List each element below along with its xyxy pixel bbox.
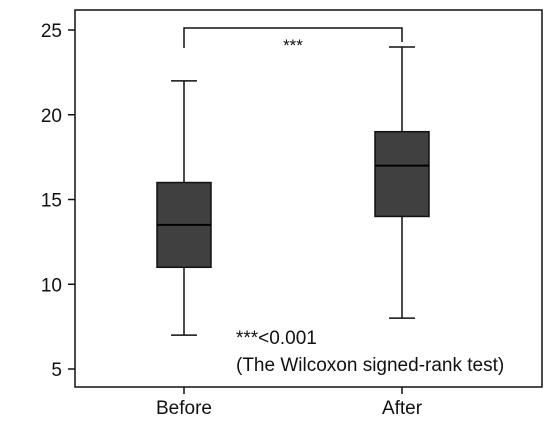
x-tick-label: Before bbox=[156, 398, 212, 419]
bracket-line bbox=[183, 27, 403, 48]
significance-label: *** bbox=[283, 36, 303, 55]
y-tick-label: 20 bbox=[41, 106, 62, 127]
test-name-note: (The Wilcoxon signed-rank test) bbox=[236, 355, 504, 376]
p-value-note: ***<0.001 bbox=[236, 328, 317, 349]
y-tick-label: 15 bbox=[41, 191, 62, 212]
significance-bracket: *** bbox=[183, 27, 403, 55]
y-tick-label: 25 bbox=[41, 21, 62, 42]
plot-frame bbox=[74, 9, 543, 388]
x-axis: Before After bbox=[156, 387, 423, 419]
box-after bbox=[374, 46, 430, 319]
y-tick-label: 10 bbox=[41, 275, 62, 296]
boxes bbox=[156, 46, 430, 336]
box-before bbox=[156, 80, 212, 336]
y-axis: 5 10 15 20 25 bbox=[41, 21, 75, 381]
x-tick-label: After bbox=[382, 398, 423, 419]
y-tick-label: 5 bbox=[51, 360, 62, 381]
iqr-box bbox=[374, 130, 430, 218]
